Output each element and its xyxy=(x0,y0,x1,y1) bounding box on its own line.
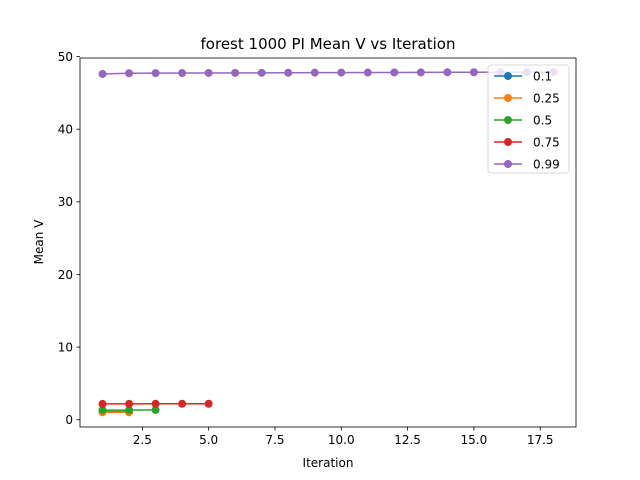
legend-marker xyxy=(504,94,512,102)
y-tick-label: 40 xyxy=(58,122,73,136)
legend: 0.1 0.25 0.5 0.75 0.99 xyxy=(487,64,570,174)
data-point xyxy=(98,69,107,78)
legend-item: 0.75 xyxy=(494,135,560,149)
data-point xyxy=(125,406,134,415)
x-tick-label: 12.5 xyxy=(394,433,421,447)
series-layer xyxy=(98,68,558,417)
y-axis: 0 10 20 30 40 50 xyxy=(58,50,80,427)
data-point xyxy=(125,399,134,408)
legend-item: 0.25 xyxy=(494,91,560,105)
y-tick-label: 30 xyxy=(58,195,73,209)
legend-marker xyxy=(504,116,512,124)
data-point xyxy=(98,406,107,415)
data-point xyxy=(151,405,160,414)
y-axis-label: Mean V xyxy=(32,219,46,265)
data-point xyxy=(469,68,478,77)
data-point xyxy=(390,68,399,77)
x-tick-label: 10.0 xyxy=(328,433,355,447)
legend-marker xyxy=(504,138,512,146)
y-tick-label: 0 xyxy=(65,413,73,427)
data-point xyxy=(204,68,213,77)
data-point xyxy=(151,69,160,78)
data-point xyxy=(151,399,160,408)
legend-item: 0.5 xyxy=(494,113,552,127)
data-point xyxy=(363,68,372,77)
legend-box xyxy=(487,64,570,174)
data-point xyxy=(310,68,319,77)
x-tick-label: 7.5 xyxy=(265,433,284,447)
plot-frame xyxy=(79,57,577,428)
chart-title: forest 1000 PI Mean V vs Iteration xyxy=(201,35,456,53)
x-tick-label: 2.5 xyxy=(133,433,152,447)
x-tick-label: 15.0 xyxy=(461,433,488,447)
legend-label: 0.99 xyxy=(533,157,560,171)
legend-marker xyxy=(504,160,512,168)
legend-marker xyxy=(504,72,512,80)
series-line xyxy=(102,71,554,75)
data-point xyxy=(284,68,293,77)
data-point xyxy=(125,69,134,78)
legend-label: 0.75 xyxy=(533,135,560,149)
legend-label: 0.25 xyxy=(533,91,560,105)
y-tick-label: 50 xyxy=(58,50,73,64)
series-0.75 xyxy=(98,399,213,408)
data-point xyxy=(257,68,266,77)
x-axis-label: Iteration xyxy=(303,456,354,470)
legend-item: 0.99 xyxy=(494,157,560,171)
x-tick-label: 17.5 xyxy=(527,433,554,447)
data-point xyxy=(231,68,240,77)
data-point xyxy=(416,68,425,77)
x-axis: 2.5 5.0 7.5 10.0 12.5 15.0 17.5 xyxy=(133,427,554,447)
y-tick-label: 10 xyxy=(58,340,73,354)
y-tick-label: 20 xyxy=(58,268,73,282)
data-point xyxy=(443,68,452,77)
data-point xyxy=(337,68,346,77)
data-point xyxy=(204,399,213,408)
legend-item: 0.1 xyxy=(494,69,552,83)
data-point xyxy=(98,399,107,408)
x-tick-label: 5.0 xyxy=(199,433,218,447)
data-point xyxy=(178,399,187,408)
series-0.5 xyxy=(98,405,160,415)
legend-label: 0.1 xyxy=(533,69,552,83)
data-point xyxy=(178,69,187,78)
plot-area xyxy=(79,57,577,428)
legend-label: 0.5 xyxy=(533,113,552,127)
